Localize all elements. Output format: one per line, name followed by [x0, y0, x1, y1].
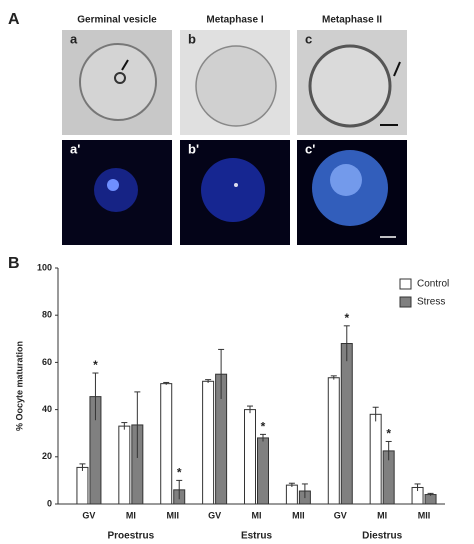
- bar: [160, 383, 173, 505]
- y-tick-label: 20: [42, 451, 52, 461]
- y-tick-label: 40: [42, 404, 52, 414]
- group-label: Proestrus: [107, 531, 154, 542]
- y-tick-label: 80: [42, 310, 52, 320]
- panel-letter: c: [305, 31, 312, 46]
- x-tick-label: MI: [252, 510, 262, 520]
- panel-letter: c': [305, 141, 315, 156]
- significance-marker: *: [386, 427, 391, 441]
- x-tick-label: MI: [377, 510, 387, 520]
- panel-letter: a: [70, 31, 78, 46]
- bar: [424, 494, 437, 505]
- bar: [369, 413, 382, 505]
- column-header: Metaphase I: [206, 15, 263, 26]
- x-tick-label: GV: [82, 510, 95, 520]
- significance-marker: *: [261, 420, 266, 434]
- x-tick-label: MII: [166, 510, 179, 520]
- x-tick-label: MII: [292, 510, 305, 520]
- bar: [76, 466, 89, 505]
- y-tick-label: 60: [42, 357, 52, 367]
- panel-label: B: [8, 255, 20, 272]
- legend-swatch: [399, 278, 412, 290]
- bar: [327, 377, 340, 505]
- y-axis-label: % Oocyte maturation: [14, 341, 24, 431]
- panel-label: A: [8, 11, 20, 28]
- bar: [118, 425, 131, 505]
- column-header: Germinal vesicle: [77, 15, 157, 26]
- bar: [285, 484, 298, 505]
- panel-letter: b': [188, 141, 199, 156]
- legend-label: Control: [417, 279, 449, 290]
- bar: [202, 380, 215, 505]
- legend-label: Stress: [417, 297, 445, 308]
- significance-marker: *: [93, 358, 98, 372]
- x-tick-label: GV: [208, 510, 221, 520]
- y-tick-label: 0: [47, 498, 52, 508]
- micrographs: [62, 30, 407, 245]
- significance-marker: *: [344, 311, 349, 325]
- group-label: Diestrus: [362, 531, 402, 542]
- significance-marker: *: [177, 466, 182, 480]
- y-tick-label: 100: [37, 262, 52, 272]
- bar: [244, 409, 256, 505]
- legend-swatch: [399, 296, 412, 308]
- x-tick-label: MII: [418, 510, 431, 520]
- group-label: Estrus: [241, 531, 273, 542]
- bar: [340, 343, 353, 505]
- x-tick-label: MI: [126, 510, 136, 520]
- bar: [257, 437, 269, 505]
- column-header: Metaphase II: [322, 15, 382, 26]
- panel-letter: b: [188, 31, 196, 46]
- x-tick-label: GV: [334, 510, 347, 520]
- panel-letter: a': [70, 141, 80, 156]
